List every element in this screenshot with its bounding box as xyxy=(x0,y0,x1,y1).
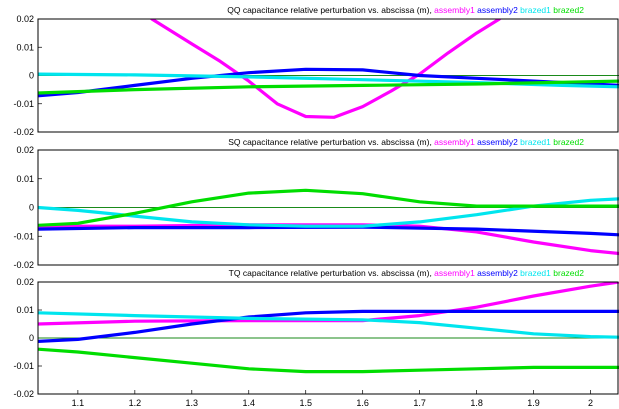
series-line-brazed1 xyxy=(38,311,619,339)
xtick-label: 1.5 xyxy=(299,398,312,408)
ytick-label: -0.01 xyxy=(13,231,34,241)
axes-box xyxy=(37,281,619,395)
ytick-label: -0.02 xyxy=(13,127,34,137)
legend-entry-assembly1: assembly1 xyxy=(432,5,475,15)
xtick-label: 2 xyxy=(588,398,593,408)
legend-entry-brazed1: brazed1 xyxy=(518,137,551,147)
series-line-assembly2 xyxy=(38,309,619,343)
xtick-label: 1.1 xyxy=(72,398,85,408)
legend-entry-brazed2: brazed2 xyxy=(551,137,584,147)
series-line-assembly1 xyxy=(38,282,619,326)
ytick-label: 0 xyxy=(29,203,34,213)
ytick-label: -0.01 xyxy=(13,99,34,109)
legend-entry-assembly1: assembly1 xyxy=(432,137,475,147)
axes-box xyxy=(37,149,619,266)
ytick-label: 0.02 xyxy=(16,277,34,287)
ytick-label: 0.01 xyxy=(16,174,34,184)
xtick-label: 1.2 xyxy=(129,398,142,408)
panel-sq: SQ capacitance relative perturbation vs.… xyxy=(13,137,619,270)
series-line-assembly1 xyxy=(38,223,619,256)
series-line-brazed2 xyxy=(38,79,619,95)
legend-entry-assembly1: assembly1 xyxy=(432,268,475,278)
xtick-label: 1.4 xyxy=(242,398,255,408)
legend-entry-assembly2: assembly2 xyxy=(475,268,518,278)
xtick-label: 1.7 xyxy=(413,398,426,408)
series-line-assembly2 xyxy=(38,225,619,237)
series-line-brazed1 xyxy=(38,72,619,89)
legend-entry-assembly2: assembly2 xyxy=(475,137,518,147)
series-line-brazed2 xyxy=(38,188,619,227)
panel-qq: QQ capacitance relative perturbation vs.… xyxy=(13,5,619,137)
title-sq: SQ capacitance relative perturbation vs.… xyxy=(228,137,584,147)
axes-box xyxy=(37,18,619,133)
panel-tq: TQ capacitance relative perturbation vs.… xyxy=(13,268,619,408)
title-tq: TQ capacitance relative perturbation vs.… xyxy=(229,268,585,278)
legend-entry-brazed2: brazed2 xyxy=(551,268,584,278)
ytick-label: 0.01 xyxy=(16,42,34,52)
series-line-brazed1 xyxy=(38,197,619,228)
xtick-label: 1.9 xyxy=(527,398,540,408)
xtick-label: 1.3 xyxy=(186,398,199,408)
ytick-label: 0.02 xyxy=(16,14,34,24)
ytick-label: 0 xyxy=(29,71,34,81)
title-qq: QQ capacitance relative perturbation vs.… xyxy=(227,5,584,15)
ytick-label: 0.02 xyxy=(16,145,34,155)
ytick-label: -0.02 xyxy=(13,389,34,399)
legend-entry-brazed1: brazed1 xyxy=(518,5,551,15)
ytick-label: 0.01 xyxy=(16,305,34,315)
xtick-label: 1.6 xyxy=(356,398,369,408)
ytick-label: -0.01 xyxy=(13,361,34,371)
ytick-label: 0 xyxy=(29,333,34,343)
ytick-label: -0.02 xyxy=(13,260,34,270)
series-line-assembly1 xyxy=(150,19,501,119)
legend-entry-brazed2: brazed2 xyxy=(551,5,584,15)
legend-entry-assembly2: assembly2 xyxy=(475,5,518,15)
series-line-brazed2 xyxy=(38,347,619,374)
xtick-label: 1.8 xyxy=(470,398,483,408)
legend-entry-brazed1: brazed1 xyxy=(518,268,551,278)
